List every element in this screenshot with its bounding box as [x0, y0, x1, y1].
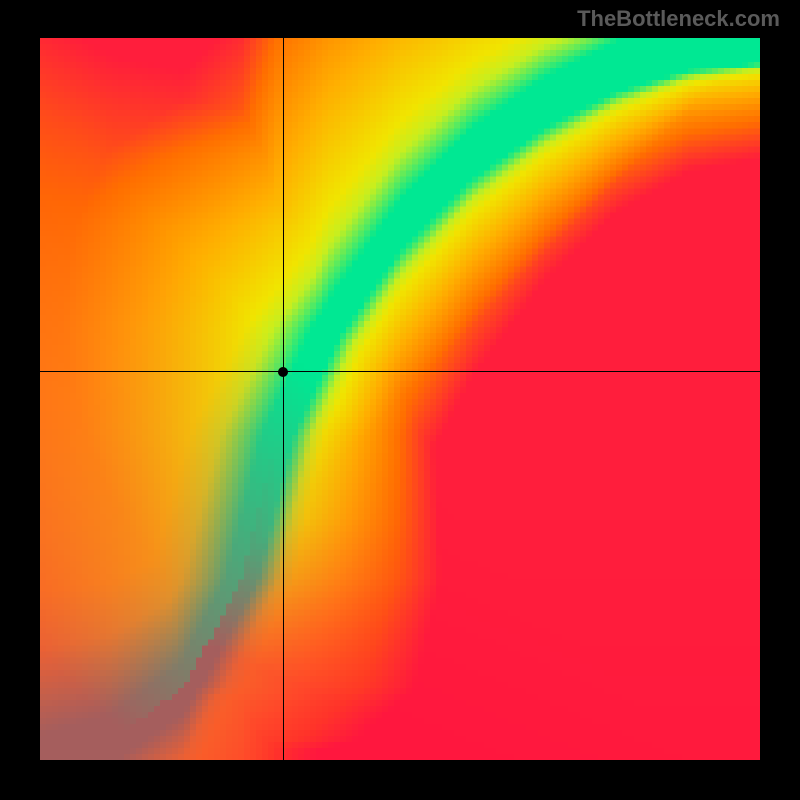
crosshair-point — [278, 367, 288, 377]
source-watermark: TheBottleneck.com — [577, 6, 780, 32]
crosshair-horizontal — [40, 371, 760, 372]
bottleneck-heatmap — [40, 38, 760, 760]
crosshair-vertical — [283, 38, 284, 760]
chart-container: TheBottleneck.com — [0, 0, 800, 800]
